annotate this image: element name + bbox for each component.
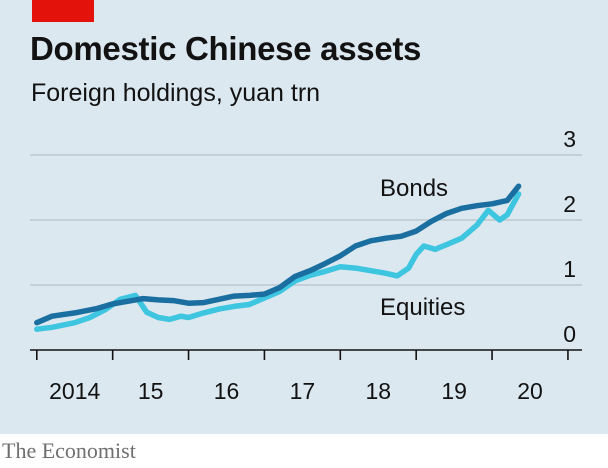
chart-title: Domestic Chinese assets xyxy=(30,30,422,67)
brand-tab xyxy=(32,0,94,22)
line-chart: 0 1 2 3 2014 15 16 17 18 19 20 Bonds Equities xyxy=(30,126,582,404)
x-tick-label: 15 xyxy=(138,378,164,404)
y-tick-label: 1 xyxy=(563,256,576,282)
x-tick-label: 16 xyxy=(214,378,240,404)
x-tick-label: 2014 xyxy=(49,378,100,404)
series-line-equities xyxy=(34,191,522,332)
x-tick-label: 18 xyxy=(365,378,391,404)
source-label: The Economist xyxy=(2,438,136,463)
x-tick-label: 20 xyxy=(517,378,543,404)
series-line-bonds xyxy=(34,183,522,326)
y-tick-label: 3 xyxy=(563,126,576,152)
series-label-equities: Equities xyxy=(380,294,465,321)
series-label-bonds: Bonds xyxy=(380,175,448,202)
y-tick-label: 0 xyxy=(563,321,576,347)
chart-subtitle: Foreign holdings, yuan trn xyxy=(31,79,321,107)
x-tick-label: 19 xyxy=(441,378,467,404)
x-tick-label: 17 xyxy=(290,378,316,404)
y-tick-label: 2 xyxy=(563,191,576,217)
